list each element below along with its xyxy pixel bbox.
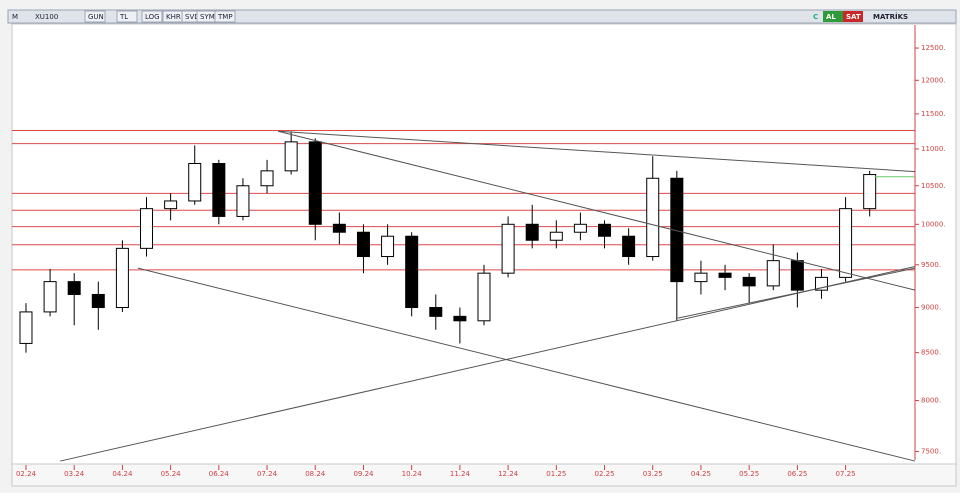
x-axis-bar <box>11 463 957 487</box>
trend-line <box>278 130 916 291</box>
candle-body <box>308 141 322 225</box>
y-tick-label: 8500. <box>921 349 941 357</box>
candle-body <box>236 185 250 217</box>
toolbar-button[interactable] <box>116 10 138 23</box>
candle-body <box>622 235 636 258</box>
x-tick-label: 05.25 <box>739 470 759 478</box>
toolbar-button-label[interactable]: TMP <box>217 13 233 21</box>
y-tick-label: 12500. <box>921 44 946 52</box>
y-tick-label: 10000. <box>921 220 946 228</box>
x-tick-label: 02.25 <box>594 470 614 478</box>
trend-line <box>60 265 916 462</box>
x-tick-label: 11.24 <box>450 470 471 478</box>
toolbar-button-label[interactable]: SYM <box>200 13 215 21</box>
toolbar-button-label[interactable]: SVD <box>185 13 200 21</box>
candle-body <box>67 281 81 295</box>
candle-body <box>332 223 346 233</box>
candle-body <box>284 141 298 172</box>
toolbar <box>7 9 957 24</box>
x-tick-label: 04.25 <box>691 470 711 478</box>
toolbar-button-label[interactable]: AL <box>826 13 836 21</box>
trend-line <box>677 267 916 319</box>
candle-body <box>212 163 226 217</box>
candle-body <box>646 177 660 258</box>
toolbar-button-label[interactable]: SAT <box>846 13 861 21</box>
candle-body <box>356 231 370 258</box>
toolbar-button[interactable] <box>843 11 863 22</box>
x-tick-label: 06.24 <box>209 470 230 478</box>
y-tick-label: 11500. <box>921 110 946 118</box>
candle-body <box>766 260 780 287</box>
toolbar-button[interactable] <box>823 11 843 22</box>
x-tick-label: 03.25 <box>643 470 663 478</box>
candle-body <box>381 235 395 258</box>
candle-body <box>453 315 467 322</box>
toolbar-button-label[interactable]: GUN <box>88 13 104 21</box>
candle-body <box>91 293 105 309</box>
x-tick-label: 01.25 <box>546 470 566 478</box>
trend-line <box>278 130 916 173</box>
trend-line <box>137 267 916 462</box>
x-tick-label: 05.24 <box>161 470 182 478</box>
toolbar-button-label[interactable]: LOG <box>145 13 160 21</box>
y-tick-label: 7500. <box>921 448 941 456</box>
candle-body <box>477 272 491 322</box>
x-tick-label: 09.24 <box>353 470 374 478</box>
candle-body <box>742 276 756 287</box>
y-tick-label: 10500. <box>921 182 946 190</box>
candle-body <box>525 223 539 241</box>
x-tick-label: 04.24 <box>112 470 133 478</box>
toolbar-button[interactable] <box>214 10 236 23</box>
candle-body <box>115 247 129 309</box>
x-tick-label: 02.24 <box>16 470 37 478</box>
candle-body <box>501 223 515 274</box>
candle-body <box>598 223 612 237</box>
x-tick-label: 06.25 <box>787 470 807 478</box>
x-tick-label: 07.25 <box>836 470 856 478</box>
toolbar-button-label[interactable]: TL <box>119 13 128 21</box>
candle-body <box>790 260 804 291</box>
candle-body <box>164 200 178 210</box>
candle-body <box>188 163 202 202</box>
toolbar-button-label[interactable]: XU100 <box>35 13 58 21</box>
y-tick-label: 12000. <box>921 76 946 84</box>
x-tick-label: 03.24 <box>64 470 85 478</box>
y-tick-label: 11000. <box>921 145 946 153</box>
candle-body <box>694 272 708 283</box>
toolbar-button-label[interactable]: MATRİKS <box>873 12 908 21</box>
y-tick-label: 9500. <box>921 261 941 269</box>
candle-body <box>429 307 443 317</box>
toolbar-button-label[interactable]: M <box>12 13 18 21</box>
candle-body <box>863 174 877 210</box>
y-tick-label: 9000. <box>921 304 941 312</box>
y-tick-label: 8000. <box>921 397 941 405</box>
candle-body <box>260 170 274 187</box>
toolbar-button-label[interactable]: KHR <box>166 13 181 21</box>
candle-body <box>549 231 563 241</box>
candle-body <box>405 235 419 309</box>
candle-body <box>670 177 684 283</box>
x-tick-label: 07.24 <box>257 470 278 478</box>
candle-body <box>43 281 57 313</box>
toolbar-button[interactable] <box>84 10 106 23</box>
plot-area <box>11 23 957 465</box>
candle-body <box>140 208 154 249</box>
candle-body <box>573 223 587 233</box>
x-tick-label: 10.24 <box>402 470 423 478</box>
candle-body <box>839 208 853 278</box>
candle-body <box>19 311 33 344</box>
x-tick-label: 12.24 <box>498 470 519 478</box>
toolbar-button-label[interactable]: C <box>813 13 818 21</box>
x-tick-label: 08.24 <box>305 470 326 478</box>
toolbar-button[interactable] <box>141 10 163 23</box>
candle-body <box>718 272 732 278</box>
